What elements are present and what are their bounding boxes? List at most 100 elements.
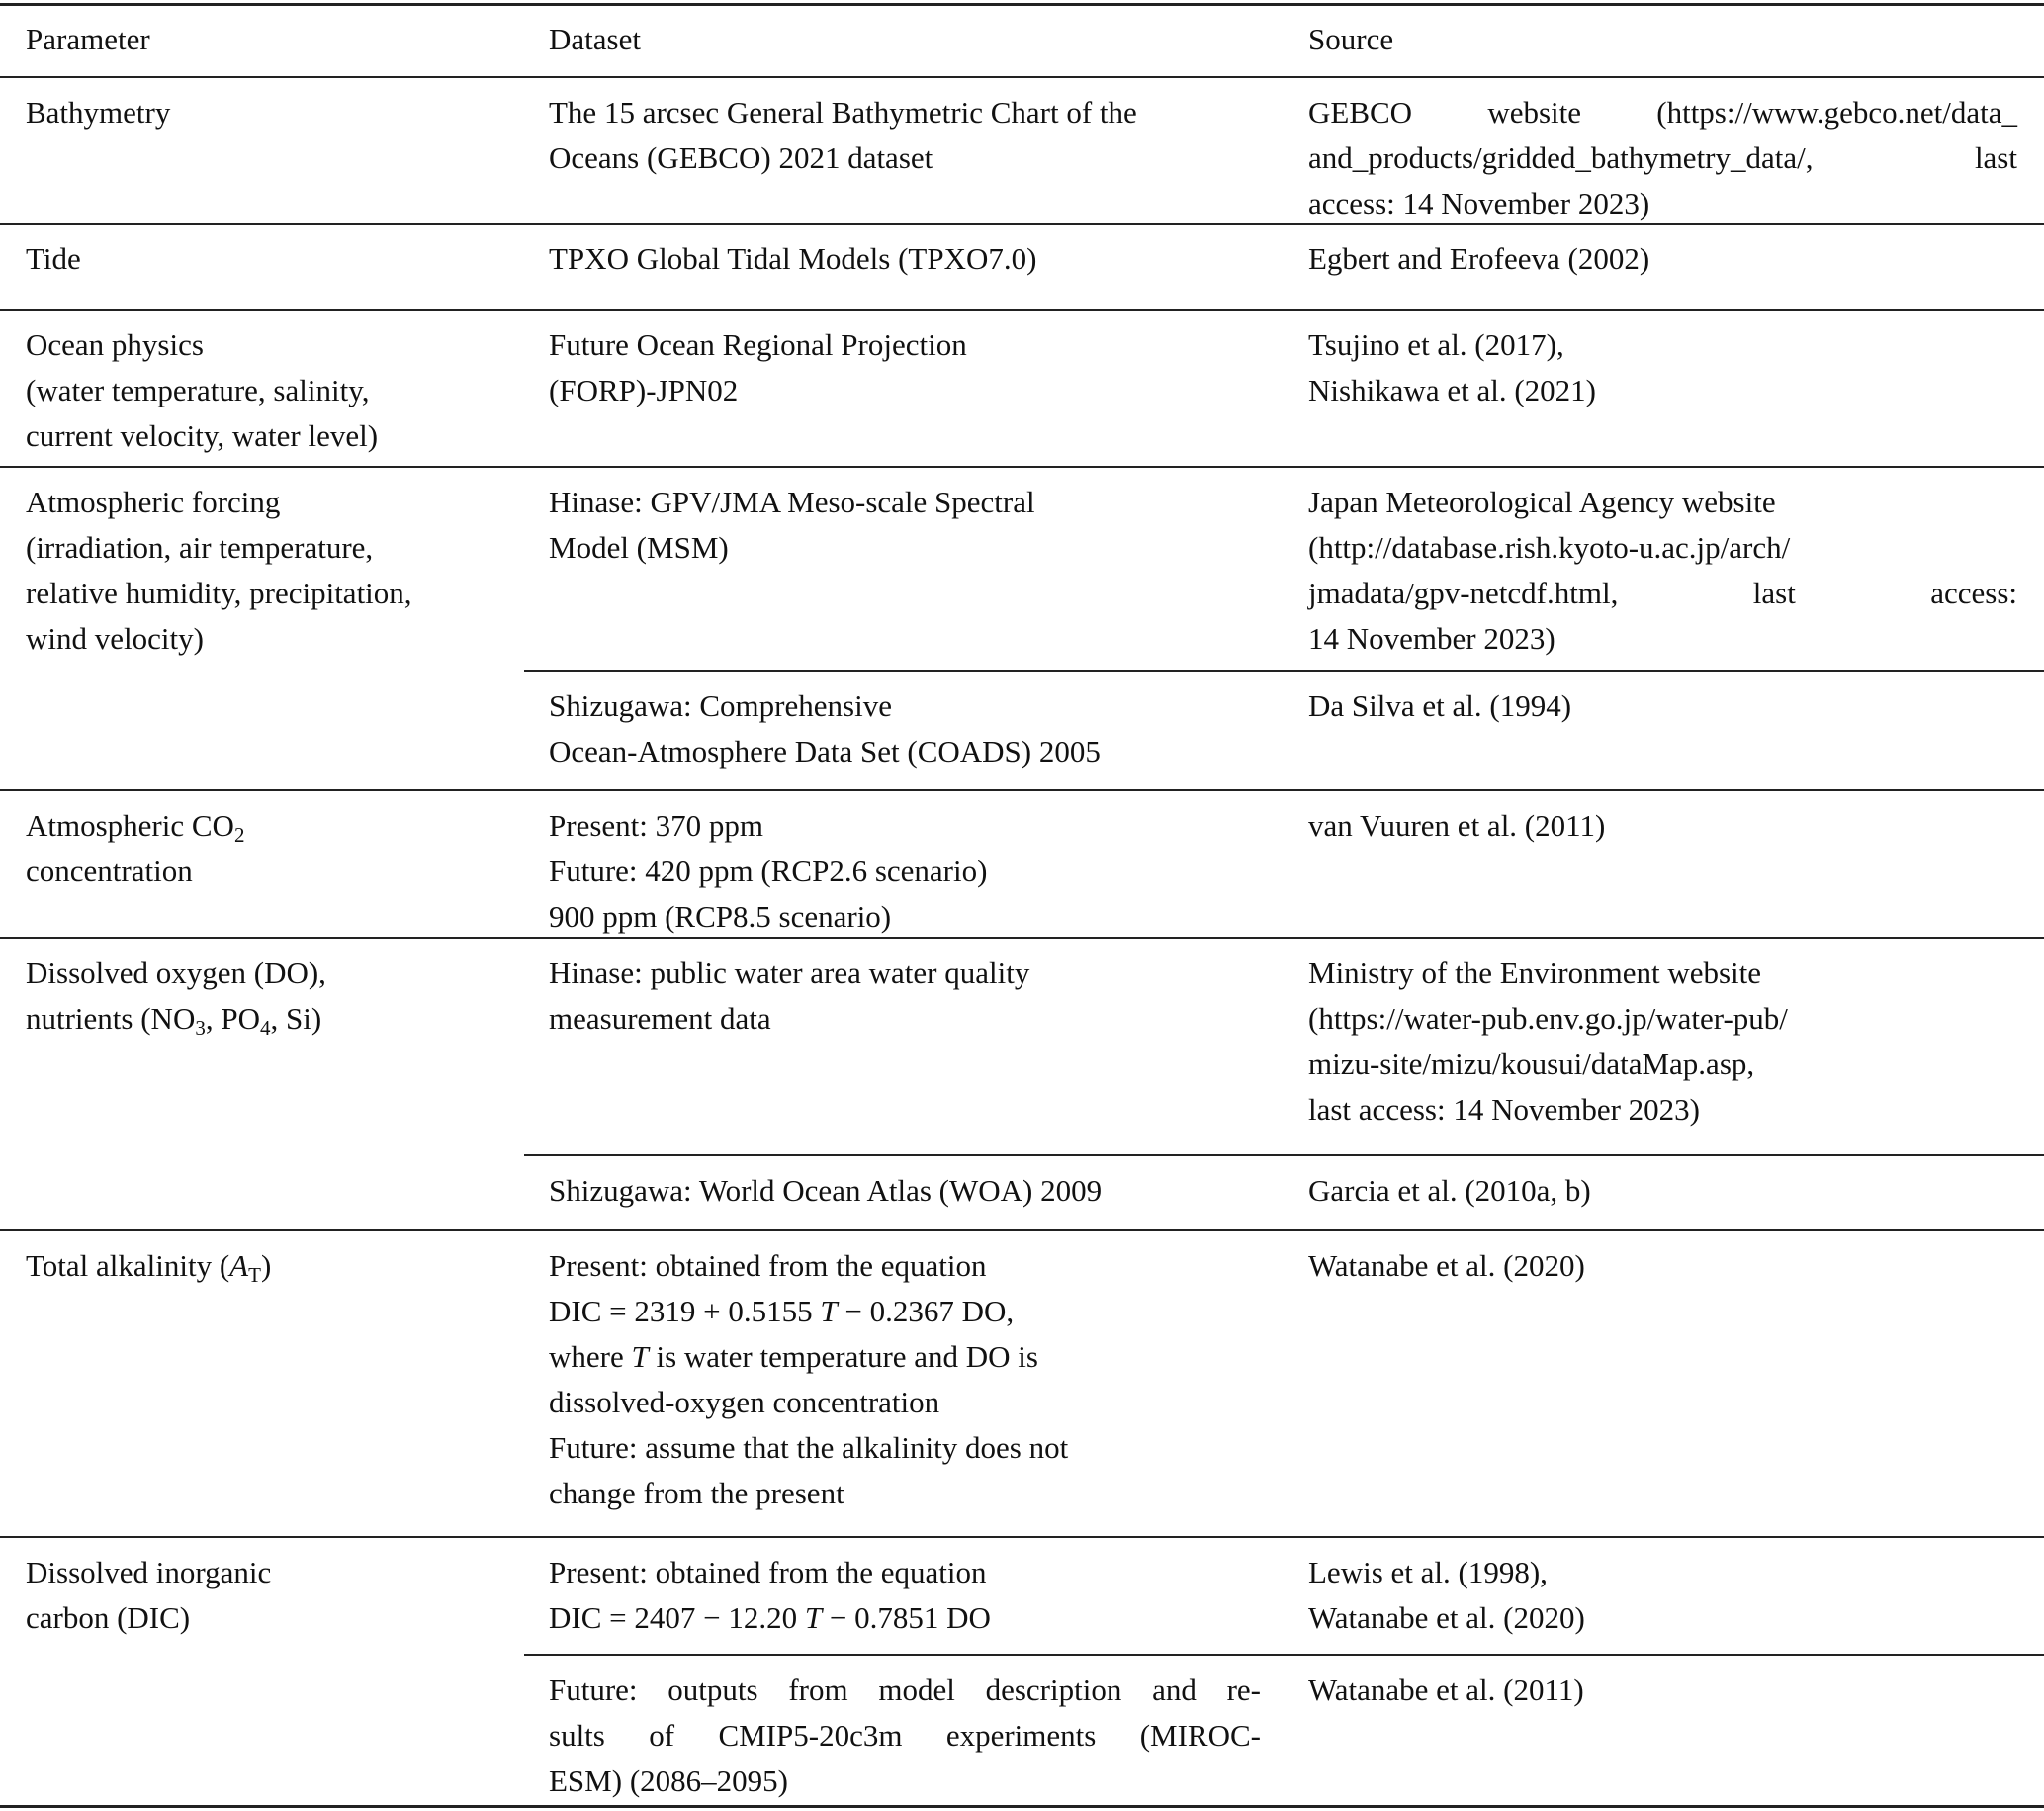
text-line: The 15 arcsec General Bathymetric Chart … (549, 95, 1137, 130)
text-line: Dissolved oxygen (DO), (26, 955, 326, 990)
text-line: DIC = 2407 − 12.20 T − 0.7851 DO (549, 1595, 1261, 1641)
column-header: Source (1308, 22, 1394, 56)
dataset-cell: Present: 370 ppm Future: 420 ppm (RCP2.6 … (549, 803, 1261, 940)
text-line: measurement data (549, 1001, 771, 1036)
text-line: Tide (26, 241, 81, 276)
text-line: Ministry of the Environment website (1308, 955, 1762, 990)
text-line: Da Silva et al. (1994) (1308, 688, 1572, 723)
subscript: 4 (259, 1016, 271, 1040)
dataset-cell: Present: obtained from the equation DIC =… (549, 1550, 1261, 1641)
text-line: Future: outputs from model description a… (549, 1673, 1261, 1707)
text-line: (https://water-pub.env.go.jp/water-pub/ (1308, 1001, 1788, 1036)
text-segment: Total alkalinity ( (26, 1248, 230, 1283)
parameter-cell: Tide (26, 236, 520, 282)
text-line: Hinase: public water area water quality (549, 955, 1030, 990)
text-line: Oceans (GEBCO) 2021 dataset (549, 140, 933, 175)
parameter-cell: Bathymetry (26, 90, 520, 136)
table-rule (0, 76, 2044, 78)
text-segment: where (549, 1339, 632, 1374)
text-line: Watanabe et al. (2011) (1308, 1673, 1584, 1707)
text-line: (irradiation, air temperature, (26, 530, 374, 565)
text-line: last access: 14 November 2023) (1308, 1092, 1700, 1127)
text-line: 900 ppm (RCP8.5 scenario) (549, 899, 892, 934)
text-line: Watanabe et al. (2020) (1308, 1248, 1585, 1283)
text-line: Nishikawa et al. (2021) (1308, 373, 1596, 407)
text-line: Future Ocean Regional Projection (549, 327, 967, 362)
text-line: Tsujino et al. (2017), (1308, 327, 1564, 362)
text-segment: , PO (205, 1001, 260, 1036)
source-cell: GEBCO website (https://www.gebco.net/dat… (1308, 90, 2017, 226)
text-line: carbon (DIC) (26, 1600, 191, 1635)
text-line: van Vuuren et al. (2011) (1308, 808, 1606, 843)
text-line: and_products/gridded_bathymetry_data/, l… (1308, 140, 2017, 175)
table-rule (0, 3, 2044, 6)
text-segment: Atmospheric CO (26, 808, 234, 843)
text-segment: , Si) (270, 1001, 322, 1036)
text-segment: − 0.7851 DO (822, 1600, 991, 1635)
table-rule (0, 309, 2044, 311)
text-line: ESM) (2086–2095) (549, 1764, 788, 1798)
source-cell: van Vuuren et al. (2011) (1308, 803, 2017, 849)
text-line: jmadata/gpv-netcdf.html, last access: (1308, 576, 2017, 610)
text-line: where T is water temperature and DO is (549, 1334, 1261, 1380)
text-line: TPXO Global Tidal Models (TPXO7.0) (549, 241, 1037, 276)
parameter-cell: Atmospheric forcing (irradiation, air tem… (26, 480, 520, 662)
text-line: current velocity, water level) (26, 418, 379, 453)
text-line: Shizugawa: Comprehensive (549, 688, 892, 723)
table-rule (0, 1805, 2044, 1808)
text-segment: ) (260, 1248, 272, 1283)
table-rule (0, 1229, 2044, 1231)
dataset-cell: The 15 arcsec General Bathymetric Chart … (549, 90, 1261, 181)
text-line: Dissolved inorganic (26, 1555, 272, 1589)
parameter-cell: Dissolved oxygen (DO), nutrients (NO3, PO… (26, 951, 520, 1041)
italic-symbol: T (820, 1294, 838, 1328)
text-line: sults of CMIP5-20c3m experiments (MIROC- (549, 1718, 1261, 1753)
text-line: Lewis et al. (1998), (1308, 1555, 1548, 1589)
source-cell: Da Silva et al. (1994) (1308, 683, 2017, 729)
text-line: nutrients (NO3, PO4, Si) (26, 996, 520, 1041)
text-line: Ocean-Atmosphere Data Set (COADS) 2005 (549, 734, 1101, 769)
text-line: Present: obtained from the equation (549, 1555, 987, 1589)
text-line: Present: obtained from the equation (549, 1248, 987, 1283)
text-line: Total alkalinity (AT) (26, 1243, 520, 1289)
text-line: 14 November 2023) (1308, 621, 1555, 656)
table-rule (524, 1154, 2044, 1156)
italic-symbol: T (804, 1600, 823, 1635)
dataset-cell: Future Ocean Regional Projection (FORP)-J… (549, 322, 1261, 413)
table-rule (524, 670, 2044, 672)
text-line: Bathymetry (26, 95, 171, 130)
text-line: Garcia et al. (2010a, b) (1308, 1173, 1591, 1208)
parameter-cell: Dissolved inorganic carbon (DIC) (26, 1550, 520, 1641)
text-line: Present: 370 ppm (549, 808, 763, 843)
text-line: Japan Meteorological Agency website (1308, 485, 1776, 519)
column-header: Parameter (26, 22, 150, 56)
table-rule (0, 466, 2044, 468)
text-line: access: 14 November 2023) (1308, 186, 1650, 221)
source-cell: Watanabe et al. (2020) (1308, 1243, 2017, 1289)
text-line: Future: assume that the alkalinity does … (549, 1430, 1069, 1465)
table-rule (0, 223, 2044, 225)
text-line: GEBCO website (https://www.gebco.net/dat… (1308, 95, 2017, 130)
dataset-cell: Present: obtained from the equation DIC =… (549, 1243, 1261, 1516)
text-line: Egbert and Erofeeva (2002) (1308, 241, 1650, 276)
text-line: Hinase: GPV/JMA Meso-scale Spectral (549, 485, 1035, 519)
text-segment: DIC = 2407 − 12.20 (549, 1600, 805, 1635)
source-cell: Tsujino et al. (2017), Nishikawa et al. (… (1308, 322, 2017, 413)
table-rule (0, 1536, 2044, 1538)
dataset-cell: Shizugawa: World Ocean Atlas (WOA) 2009 (549, 1168, 1261, 1214)
source-cell: Ministry of the Environment website (http… (1308, 951, 2017, 1132)
text-line: wind velocity) (26, 621, 204, 656)
text-segment: DIC = 2319 + 0.5155 (549, 1294, 821, 1328)
table-rule (0, 937, 2044, 939)
subscript: T (248, 1263, 261, 1287)
italic-symbol: A (229, 1248, 249, 1283)
text-line: Watanabe et al. (2020) (1308, 1600, 1585, 1635)
text-line: (FORP)-JPN02 (549, 373, 739, 407)
text-line: Shizugawa: World Ocean Atlas (WOA) 2009 (549, 1173, 1103, 1208)
source-cell: Garcia et al. (2010a, b) (1308, 1168, 2017, 1214)
table-rule (524, 1654, 2044, 1656)
subscript: 3 (195, 1016, 206, 1040)
source-cell: Japan Meteorological Agency website (http… (1308, 480, 2017, 662)
text-line: Model (MSM) (549, 530, 729, 565)
text-line: Future: 420 ppm (RCP2.6 scenario) (549, 854, 988, 888)
